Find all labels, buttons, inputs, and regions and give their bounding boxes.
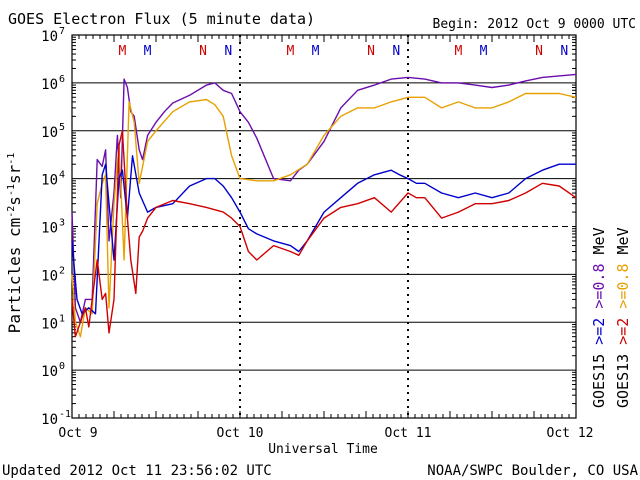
y-tick-exponent: 5 [59, 122, 65, 133]
x-tick-label: Oct 10 [217, 426, 264, 441]
legend-item: MeV [590, 227, 608, 263]
y-tick-exponent: 7 [59, 26, 65, 37]
x-tick-labels: Oct 9 Oct 10 Oct 11 Oct 12 [58, 426, 593, 441]
y-tick-label: 10 [41, 364, 58, 380]
updated-timestamp: Updated 2012 Oct 11 23:56:02 UTC [2, 463, 272, 479]
x-tick-label: Oct 9 [58, 426, 97, 441]
x-tick-label: Oct 11 [385, 426, 432, 441]
legend-goes13: GOES13 >=2 >=0.8 MeV [614, 227, 632, 408]
marker-label: N [392, 44, 400, 59]
series-line-1 [71, 73, 577, 323]
y-axis-label: Particles cm-2s-1sr-1 [5, 153, 24, 334]
marker-label: N [535, 44, 543, 59]
y-tick-label: 10 [41, 173, 58, 189]
marker-label: M [480, 44, 488, 59]
series-line-3 [71, 155, 576, 315]
y-tick-exponent: 0 [59, 361, 65, 372]
marker-label: M [144, 44, 152, 59]
y-tick-label: 10 [41, 316, 58, 332]
legend-item: >=2 [614, 318, 632, 354]
legend-item: GOES15 [590, 354, 608, 408]
series-line-4 [71, 130, 577, 338]
legend-text: GOES15 >=2 >=0.8 MeV [590, 227, 608, 408]
y-tick-exponent: -1 [59, 409, 71, 420]
legend-goes15: GOES15 >=2 >=0.8 MeV [590, 227, 608, 408]
chart-title: GOES Electron Flux (5 minute data) [8, 10, 315, 28]
y-tick-exponent: 2 [59, 265, 65, 276]
legend-item: GOES13 [614, 354, 632, 408]
marker-label: M [312, 44, 320, 59]
marker-label: N [560, 44, 568, 59]
credit-text: NOAA/SWPC Boulder, CO USA [427, 463, 638, 479]
marker-label: N [367, 44, 375, 59]
x-tick-label: Oct 12 [547, 426, 594, 441]
marker-label: M [286, 44, 294, 59]
legend-item: >=2 [590, 318, 608, 354]
y-tick-exponent: 3 [59, 218, 65, 229]
legend-item: MeV [614, 227, 632, 263]
legend-text: GOES13 >=2 >=0.8 MeV [614, 227, 632, 408]
legend-item: >=0.8 [614, 264, 632, 318]
y-tick-label: 10 [41, 268, 58, 284]
marker-label: M [454, 44, 462, 59]
marker-label: M [118, 44, 126, 59]
svg-text:Particles cm-2s-1sr-1: Particles cm-2s-1sr-1 [5, 153, 24, 334]
begin-time: Begin: 2012 Oct 9 0000 UTC [433, 17, 637, 32]
y-tick-label: 10 [41, 412, 58, 428]
y-tick-label: 10 [41, 77, 58, 93]
y-tick-label: 10 [41, 221, 58, 237]
y-tick-label: 10 [41, 125, 58, 141]
x-axis-label: Universal Time [268, 442, 378, 457]
grid-lines [72, 35, 576, 418]
marker-label: N [199, 44, 207, 59]
y-tick-label: 10 [41, 29, 58, 45]
y-tick-exponent: 4 [59, 170, 65, 181]
y-tick-exponent: 6 [59, 74, 65, 85]
marker-label: N [224, 44, 232, 59]
series-line-2 [71, 92, 577, 338]
legend-item: >=0.8 [590, 264, 608, 318]
series-lines [71, 73, 577, 338]
y-tick-exponent: 1 [59, 313, 65, 324]
